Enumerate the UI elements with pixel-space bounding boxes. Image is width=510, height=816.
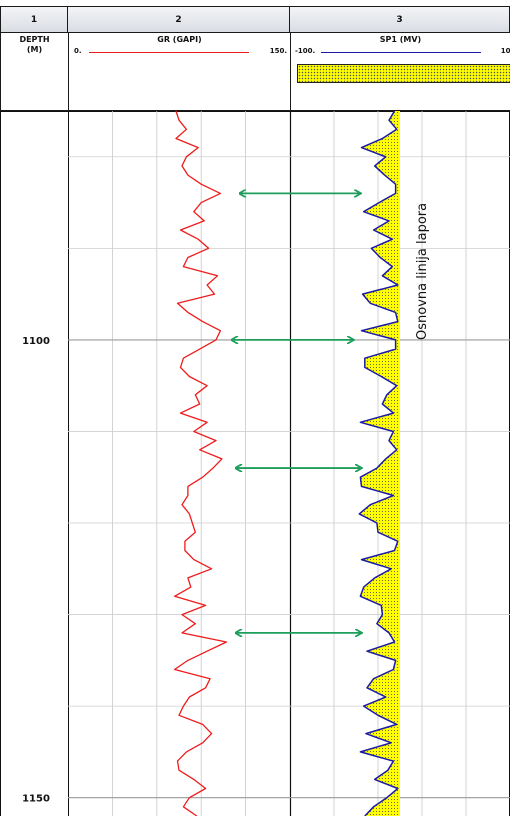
sp-scale-max: 100. <box>500 47 510 55</box>
gr-scale-min: 0. <box>74 47 82 55</box>
sp-curve <box>358 110 399 816</box>
depth-track-header: DEPTH (M) <box>0 33 68 111</box>
depth-track-title: DEPTH (M) <box>19 35 50 54</box>
curve-layer <box>173 110 399 816</box>
gr-scale-max: 150. <box>269 47 287 55</box>
sp-track-header: SP1 (MV) -100. 100. <box>290 33 510 111</box>
gr-track-header: GR (GAPI) 0. 150. <box>68 33 290 111</box>
shale-baseline-annotation: Osnovna linija lapora <box>415 203 430 340</box>
track-2-number: 2 <box>68 6 290 33</box>
depth-tick-label: 1150 <box>22 794 50 805</box>
sp-scale-min: -100. <box>295 47 316 55</box>
arrow-layer <box>232 193 361 632</box>
sp-legend-line <box>321 52 481 53</box>
depth-label-layer: 1100 1150 <box>22 336 50 805</box>
sp-track-title: SP1 (MV) <box>379 35 422 44</box>
grid-layer <box>0 111 510 816</box>
sp-fill-swatch <box>297 64 510 83</box>
track-1-number: 1 <box>0 6 68 33</box>
gr-legend-line <box>89 52 249 53</box>
depth-tick-label: 1100 <box>22 336 50 347</box>
gr-track-title: GR (GAPI) <box>157 35 202 44</box>
gr-curve <box>173 110 228 816</box>
